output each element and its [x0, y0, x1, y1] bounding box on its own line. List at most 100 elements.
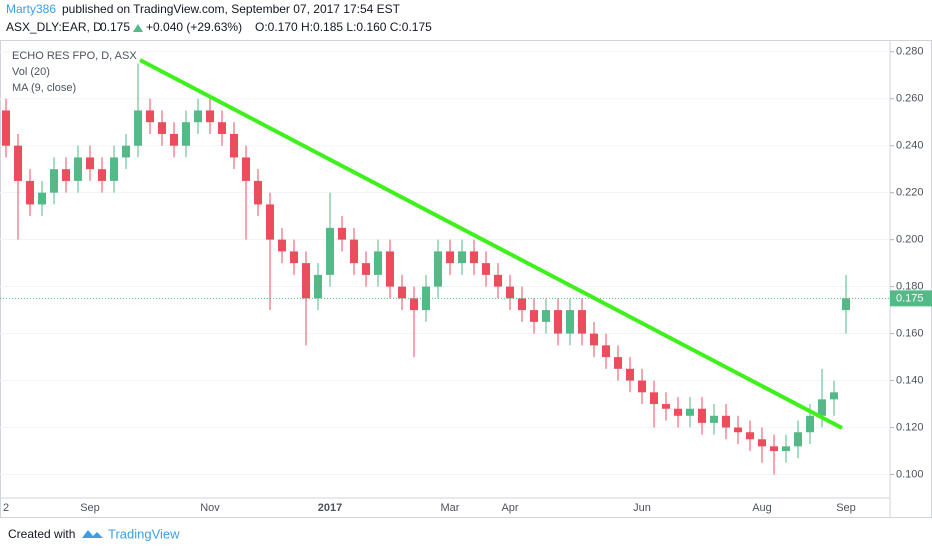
candle-body: [326, 227, 334, 275]
candle-body: [674, 408, 682, 416]
candle-body: [662, 404, 670, 409]
candle-body: [110, 157, 118, 181]
candle-body: [230, 133, 238, 158]
candle-body: [614, 357, 622, 369]
candle-body: [74, 157, 82, 181]
header-change: +0.040 (+29.63%): [146, 20, 242, 34]
legend-symbol: ECHO RES FPO, D, ASX: [12, 50, 137, 62]
candle-body: [566, 310, 574, 334]
candle-body: [698, 408, 706, 423]
candle-body: [446, 251, 454, 264]
candle-body: [290, 251, 298, 264]
x-tick-label: Nov: [200, 502, 220, 514]
last-price-box: [890, 290, 932, 307]
y-tick-label: 0.140: [896, 374, 924, 386]
y-tick-label: 0.120: [896, 421, 924, 433]
y-tick-label: 0.180: [896, 281, 924, 293]
candle-body: [470, 251, 478, 264]
up-arrow: [133, 24, 143, 32]
candle-body: [482, 263, 490, 275]
x-tick-label: Mar: [441, 502, 460, 514]
candle-body: [794, 432, 802, 447]
candle-body: [254, 180, 262, 205]
y-tick-label: 0.280: [896, 46, 924, 58]
candle-body: [338, 227, 346, 240]
candle-body: [806, 415, 814, 433]
candle-body: [62, 169, 70, 181]
trend-line[interactable]: [139, 58, 843, 430]
candle-body: [14, 145, 22, 181]
candle-body: [770, 446, 778, 452]
candle-body: [278, 239, 286, 252]
candle-body: [158, 122, 166, 134]
tv-logo[interactable]: [82, 530, 103, 538]
candle-body: [170, 133, 178, 146]
candle-body: [218, 122, 226, 134]
y-tick-label: 0.240: [896, 140, 924, 152]
footer-brand[interactable]: TradingView: [108, 526, 180, 541]
y-tick-label: 0.160: [896, 327, 924, 339]
candle-body: [386, 251, 394, 287]
header-last: 0.175: [100, 20, 130, 34]
x-tick-label: 2017: [318, 502, 342, 514]
header-symbol: ASX_DLY:EAR, D: [6, 20, 102, 34]
candle-body: [98, 169, 106, 181]
candle-body: [146, 110, 154, 123]
candle-body: [494, 274, 502, 287]
candle-body: [314, 274, 322, 299]
candle-body: [38, 192, 46, 205]
candle-body: [650, 392, 658, 405]
header-published: published on TradingView.com, September …: [62, 2, 401, 16]
candle-body: [638, 380, 646, 393]
candle-body: [686, 408, 694, 416]
header-author[interactable]: Marty386: [6, 2, 56, 16]
candle-body: [842, 298, 850, 311]
candle-body: [722, 415, 730, 428]
candle-body: [518, 298, 526, 311]
candle-body: [746, 432, 754, 440]
last-price-label: 0.175: [896, 292, 924, 304]
candle-body: [530, 310, 538, 322]
x-tick-label: Sep: [80, 502, 100, 514]
x-tick-label: Apr: [501, 502, 518, 514]
x-tick-label: Jun: [633, 502, 651, 514]
footer-created: Created with: [8, 527, 75, 541]
x-tick-label: Aug: [752, 502, 772, 514]
candle-body: [542, 310, 550, 322]
legend-ma: MA (9, close): [12, 82, 76, 94]
candle-body: [86, 157, 94, 170]
candle-body: [26, 180, 34, 205]
candle-body: [182, 122, 190, 146]
candle-body: [410, 298, 418, 311]
candle-body: [782, 446, 790, 452]
candle-body: [350, 239, 358, 264]
candle-body: [458, 251, 466, 264]
candle-body: [830, 392, 838, 400]
y-tick-label: 0.260: [896, 93, 924, 105]
candle-body: [50, 169, 58, 193]
header-ohlc: O:0.170 H:0.185 L:0.160 C:0.175: [255, 20, 432, 34]
y-tick-label: 0.100: [896, 468, 924, 480]
candle-body: [398, 286, 406, 299]
x-tick-label: 2: [3, 502, 9, 514]
candle-body: [758, 439, 766, 447]
candle-body: [554, 310, 562, 334]
candle-body: [122, 145, 130, 158]
candle-body: [506, 286, 514, 299]
candle-body: [206, 110, 214, 123]
candle-body: [434, 251, 442, 287]
y-tick-label: 0.200: [896, 234, 924, 246]
candle-body: [602, 345, 610, 358]
candle-body: [362, 263, 370, 275]
candle-body: [626, 368, 634, 381]
candle-body: [710, 415, 718, 423]
candle-body: [194, 110, 202, 123]
candle-body: [134, 110, 142, 146]
candle-body: [578, 310, 586, 334]
candle-body: [374, 251, 382, 275]
candle-body: [2, 110, 10, 146]
y-tick-label: 0.220: [896, 187, 924, 199]
candle-body: [734, 427, 742, 433]
